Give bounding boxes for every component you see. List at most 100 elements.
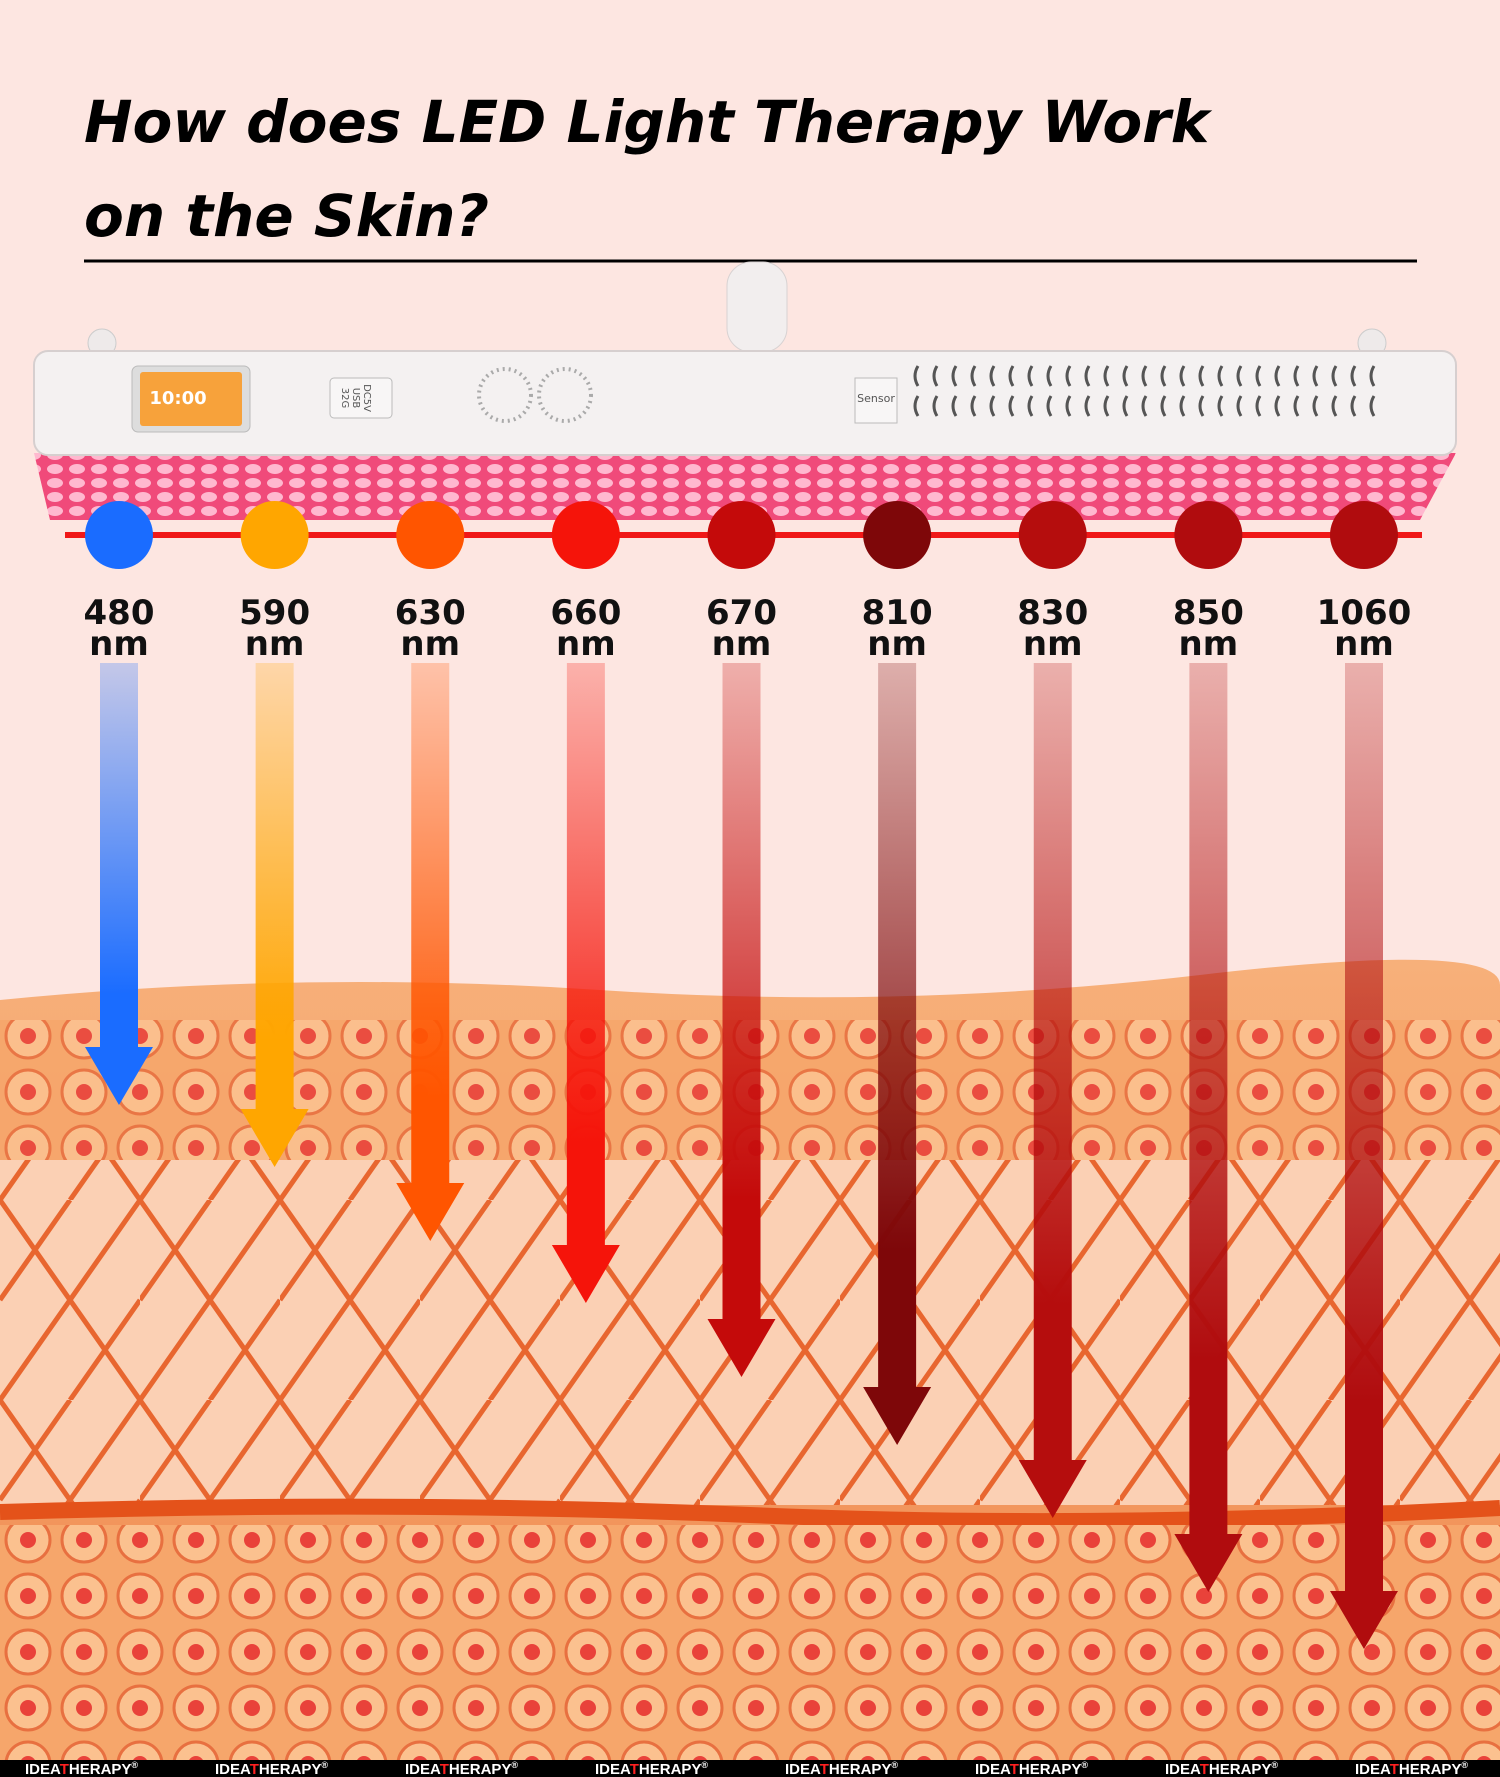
wavelength-dot: [1330, 501, 1398, 569]
brand-part: IDEA: [405, 1761, 441, 1777]
brand-highlight: T: [630, 1761, 639, 1777]
vent: [1293, 365, 1300, 417]
vent: [1103, 365, 1110, 417]
title-text: on the Skin: [84, 182, 455, 250]
brand-mark: ®: [511, 1760, 518, 1770]
brand-mark: ®: [1081, 1760, 1088, 1770]
depth-arrow: [85, 663, 153, 1105]
wavelength-unit: nm: [712, 624, 772, 664]
depth-arrow: [863, 663, 932, 1445]
port-label: 32G: [339, 388, 350, 408]
brand-highlight: T: [1390, 1761, 1399, 1777]
brand-part: IDEA: [25, 1761, 61, 1777]
vent: [1236, 365, 1243, 417]
depth-arrow: [1174, 663, 1243, 1592]
led-panel-device: 10:00 32G USB DC5V Sensor: [33, 261, 1457, 520]
brand-part: HERAPY: [69, 1761, 132, 1777]
brand-text: IDEATHERAPY®: [1165, 1760, 1278, 1777]
vent: [970, 365, 977, 417]
depth-arrow: [1330, 663, 1398, 1649]
wavelength-value: 630: [395, 593, 466, 633]
wavelength-unit: nm: [556, 624, 616, 664]
brand-highlight: T: [250, 1761, 259, 1777]
vent: [1179, 365, 1186, 417]
brand-part: IDEA: [1165, 1761, 1201, 1777]
brand-highlight: T: [60, 1761, 69, 1777]
wavelength-dot: [396, 501, 465, 569]
wavelength-dot: [85, 501, 153, 569]
port-label: USB: [350, 388, 361, 409]
wavelength-group: 480nm590nm630nm660nm670nm810nm830nm850nm…: [84, 501, 1411, 1649]
vent: [932, 365, 939, 417]
wavelength-value: 810: [862, 593, 933, 633]
title-line: on the Skin?: [84, 182, 489, 250]
vent: [1274, 365, 1281, 417]
brand-mark: ®: [891, 1760, 898, 1770]
brand-text: IDEATHERAPY®: [215, 1760, 328, 1777]
vent: [1027, 365, 1034, 417]
depth-arrow: [551, 663, 620, 1303]
brand-part: IDEA: [975, 1761, 1011, 1777]
brand-part: HERAPY: [1019, 1761, 1082, 1777]
brand-part: IDEA: [215, 1761, 251, 1777]
brand-highlight: T: [1200, 1761, 1209, 1777]
vent: [1008, 365, 1015, 417]
brand-part: HERAPY: [449, 1761, 512, 1777]
wavelength-dot: [1174, 501, 1243, 569]
brand-part: IDEA: [785, 1761, 821, 1777]
brand-part: IDEA: [595, 1761, 631, 1777]
vent: [1350, 365, 1357, 417]
title-line: How does LED Light Therapy Work: [84, 88, 1213, 156]
wavelength-value: 660: [550, 593, 621, 633]
wavelength-unit: nm: [1334, 624, 1394, 664]
depth-arrow: [396, 663, 465, 1241]
title-mark: ?: [455, 182, 489, 250]
wavelength-value: 850: [1173, 593, 1244, 633]
brand-highlight: T: [820, 1761, 829, 1777]
wavelength-unit: nm: [400, 624, 460, 664]
sensor-label: Sensor: [857, 392, 895, 405]
wavelength-dot: [240, 501, 309, 569]
vent: [1160, 365, 1167, 417]
brand-mark: ®: [131, 1760, 138, 1770]
brand-text: IDEATHERAPY®: [405, 1760, 518, 1777]
brand-mark: ®: [1271, 1760, 1278, 1770]
depth-arrow: [707, 663, 776, 1377]
vent: [1065, 365, 1072, 417]
brand-part: HERAPY: [829, 1761, 892, 1777]
vent: [989, 365, 996, 417]
vent: [1084, 365, 1091, 417]
brand-text: IDEATHERAPY®: [785, 1760, 898, 1777]
wavelength-unit: nm: [1179, 624, 1239, 664]
wavelength-unit: nm: [867, 624, 927, 664]
wavelength-unit: nm: [1023, 624, 1083, 664]
depth-arrow: [1018, 663, 1087, 1518]
wavelength-dot: [551, 501, 620, 569]
brand-part: HERAPY: [1209, 1761, 1272, 1777]
vent: [913, 365, 920, 417]
footer-brands: IDEATHERAPY® IDEATHERAPY® IDEATHERAPY® IDEA…: [25, 1760, 1468, 1777]
wavelength-value: 480: [84, 593, 155, 633]
wavelength-value: 830: [1017, 593, 1088, 633]
footer-band: [0, 1760, 1500, 1777]
vent: [1255, 365, 1262, 417]
vent: [951, 365, 958, 417]
brand-text: IDEATHERAPY®: [595, 1760, 708, 1777]
vent: [1046, 365, 1053, 417]
brand-part: HERAPY: [259, 1761, 322, 1777]
wavelength-value: 670: [706, 593, 777, 633]
vent: [1217, 365, 1224, 417]
vent: [1141, 365, 1148, 417]
brand-highlight: T: [440, 1761, 449, 1777]
brand-mark: ®: [1461, 1760, 1468, 1770]
vent: [1122, 365, 1129, 417]
vent: [1331, 365, 1338, 417]
brand-text: IDEATHERAPY®: [25, 1760, 138, 1777]
brand-text: IDEATHERAPY®: [1355, 1760, 1468, 1777]
brand-part: HERAPY: [1399, 1761, 1462, 1777]
wavelength-dot: [707, 501, 776, 569]
brand-text: IDEATHERAPY®: [975, 1760, 1088, 1777]
screen-time: 10:00: [149, 388, 206, 409]
